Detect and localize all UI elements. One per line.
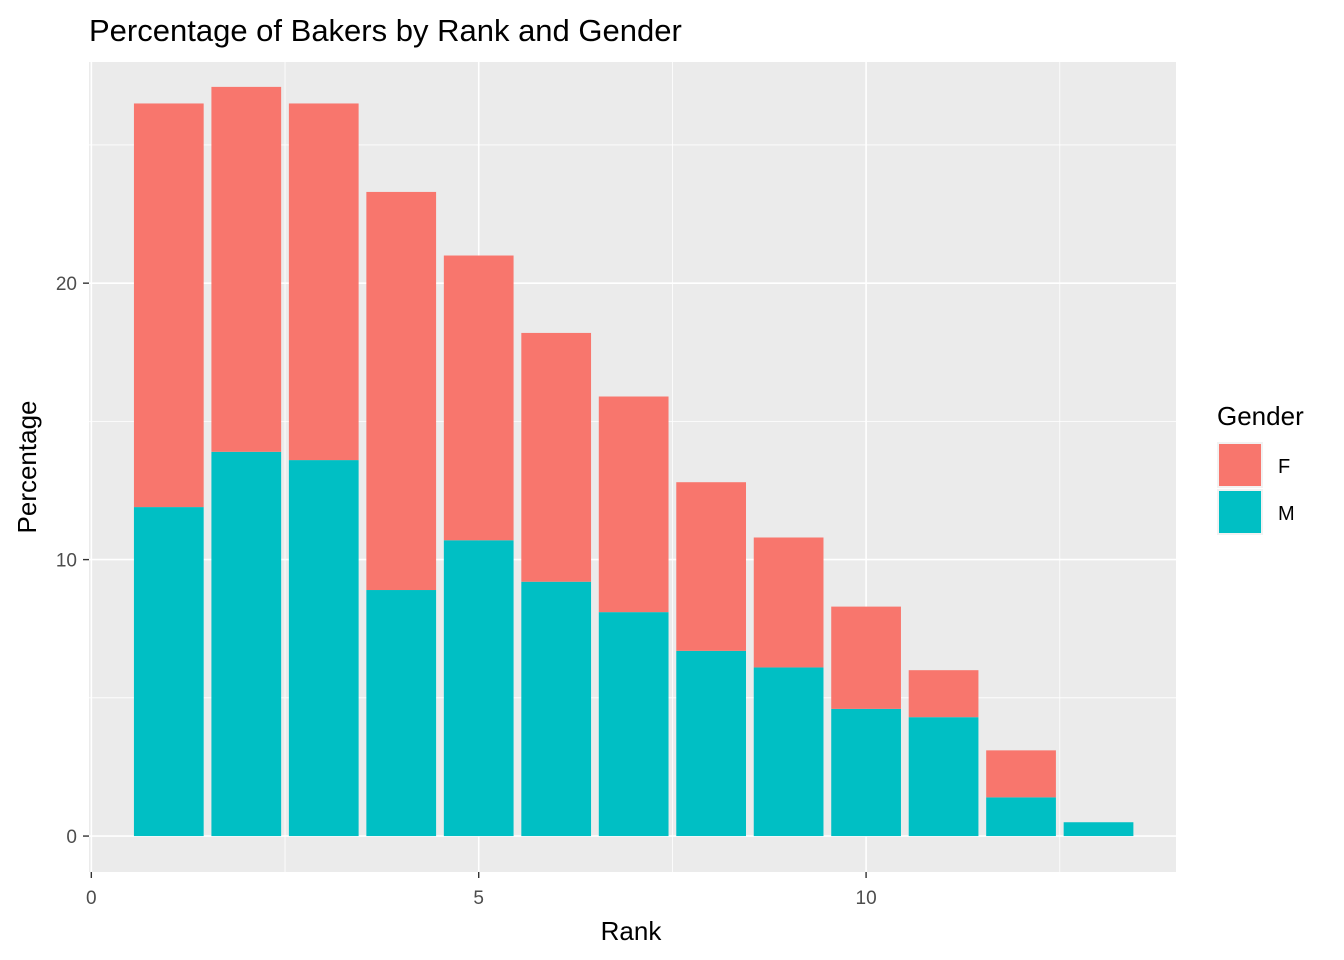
legend: Gender FM [1217,401,1304,535]
bar-F-rank-2 [211,86,282,452]
bar-M-rank-13 [1063,822,1134,837]
x-tick-label: 10 [856,888,877,909]
legend-swatch-F [1219,444,1261,486]
bar-M-rank-7 [598,612,669,837]
bar-F-rank-10 [831,606,901,709]
legend-title: Gender [1217,401,1304,431]
bar-F-rank-3 [288,103,359,461]
x-tick-label: 5 [473,888,484,909]
bar-F-rank-8 [676,482,747,651]
x-axis-ticks: 0 5 10 [86,872,877,909]
bar-F-rank-9 [753,537,824,668]
chart-title: Percentage of Bakers by Rank and Gender [89,13,682,48]
bar-M-rank-5 [443,540,514,837]
bar-M-rank-11 [908,717,979,837]
bar-F-rank-4 [366,191,437,591]
bar-M-rank-8 [676,650,747,837]
bar-M-rank-10 [831,708,901,837]
legend-label-F: F [1278,456,1290,478]
bar-M-rank-4 [366,590,437,837]
bar-F-rank-5 [443,255,514,541]
bar-M-rank-1 [133,507,204,837]
bar-M-rank-12 [986,797,1056,837]
bar-M-rank-2 [211,451,282,837]
bar-F-rank-6 [521,332,592,582]
bar-F-rank-1 [133,103,204,508]
legend-items: FM [1217,442,1295,535]
legend-swatch-M [1219,491,1261,533]
bars [133,86,1134,837]
bar-F-rank-12 [986,750,1056,798]
y-tick-label: 10 [56,551,77,572]
legend-label-M: M [1278,503,1295,525]
bar-F-rank-7 [598,396,669,613]
y-axis-title: Percentage [12,401,42,534]
bar-M-rank-6 [521,581,592,837]
bar-F-rank-11 [908,670,979,718]
bar-M-rank-9 [753,667,824,837]
y-tick-label: 0 [66,827,77,848]
y-axis-ticks: 0 10 20 [56,274,89,848]
x-tick-label: 0 [86,888,97,909]
x-axis-title: Rank [601,916,663,946]
bar-M-rank-3 [288,460,359,837]
y-tick-label: 20 [56,274,77,295]
